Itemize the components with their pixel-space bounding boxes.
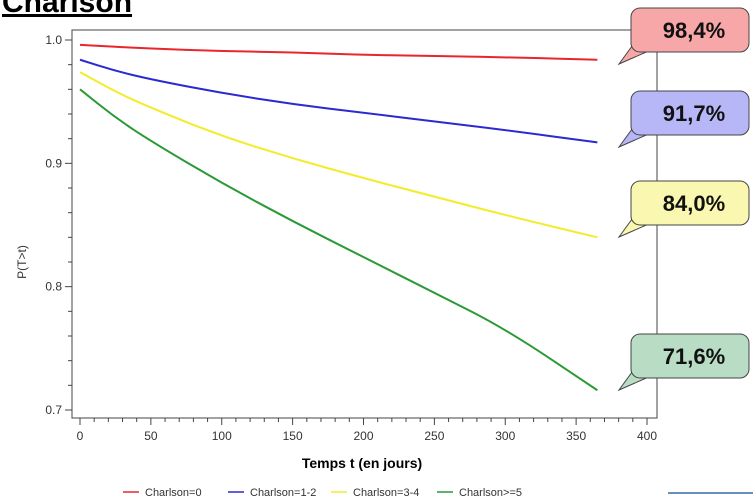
value-callout: 84,0% xyxy=(617,180,750,239)
x-tick-label: 400 xyxy=(637,429,657,443)
plot-border xyxy=(71,29,658,419)
x-tick-label: 50 xyxy=(144,429,158,443)
survival-curve xyxy=(79,43,598,61)
x-tick-label: 0 xyxy=(77,429,84,443)
x-tick-label: 350 xyxy=(566,429,586,443)
x-tick-label: 100 xyxy=(212,429,232,443)
callout-box xyxy=(630,90,750,136)
survival-curve xyxy=(79,58,598,144)
value-callout: 98,4% xyxy=(617,7,750,66)
x-tick-label: 150 xyxy=(283,429,303,443)
legend-label: Charlson>=5 xyxy=(459,487,522,499)
x-axis-title: Temps t (en jours) xyxy=(302,455,422,471)
legend-label: Charlson=1-2 xyxy=(250,487,316,499)
callout-value: 91,7% xyxy=(663,101,725,126)
survival-curve xyxy=(79,71,598,239)
x-tick-label: 200 xyxy=(353,429,373,443)
y-axis-title: P(T>t) xyxy=(15,245,29,279)
legend-label: Charlson=3-4 xyxy=(353,487,419,499)
y-tick-label: 0.7 xyxy=(45,403,62,417)
callout-value: 71,6% xyxy=(663,344,725,369)
y-tick-label: 0.9 xyxy=(45,156,62,170)
value-callout: 91,7% xyxy=(617,90,750,149)
callout-value: 98,4% xyxy=(663,18,725,43)
callout-box xyxy=(630,180,750,226)
legend-label: Charlson=0 xyxy=(145,487,202,499)
callout-box xyxy=(630,7,750,53)
y-tick-label: 1.0 xyxy=(45,33,62,47)
callout-value: 84,0% xyxy=(663,191,725,216)
survival-curve xyxy=(79,88,598,392)
x-tick-label: 300 xyxy=(495,429,515,443)
y-tick-label: 0.8 xyxy=(45,280,62,294)
callout-box xyxy=(630,333,750,379)
page-title: Charlson xyxy=(2,0,133,19)
x-tick-label: 250 xyxy=(424,429,444,443)
value-callout: 71,6% xyxy=(617,333,750,392)
